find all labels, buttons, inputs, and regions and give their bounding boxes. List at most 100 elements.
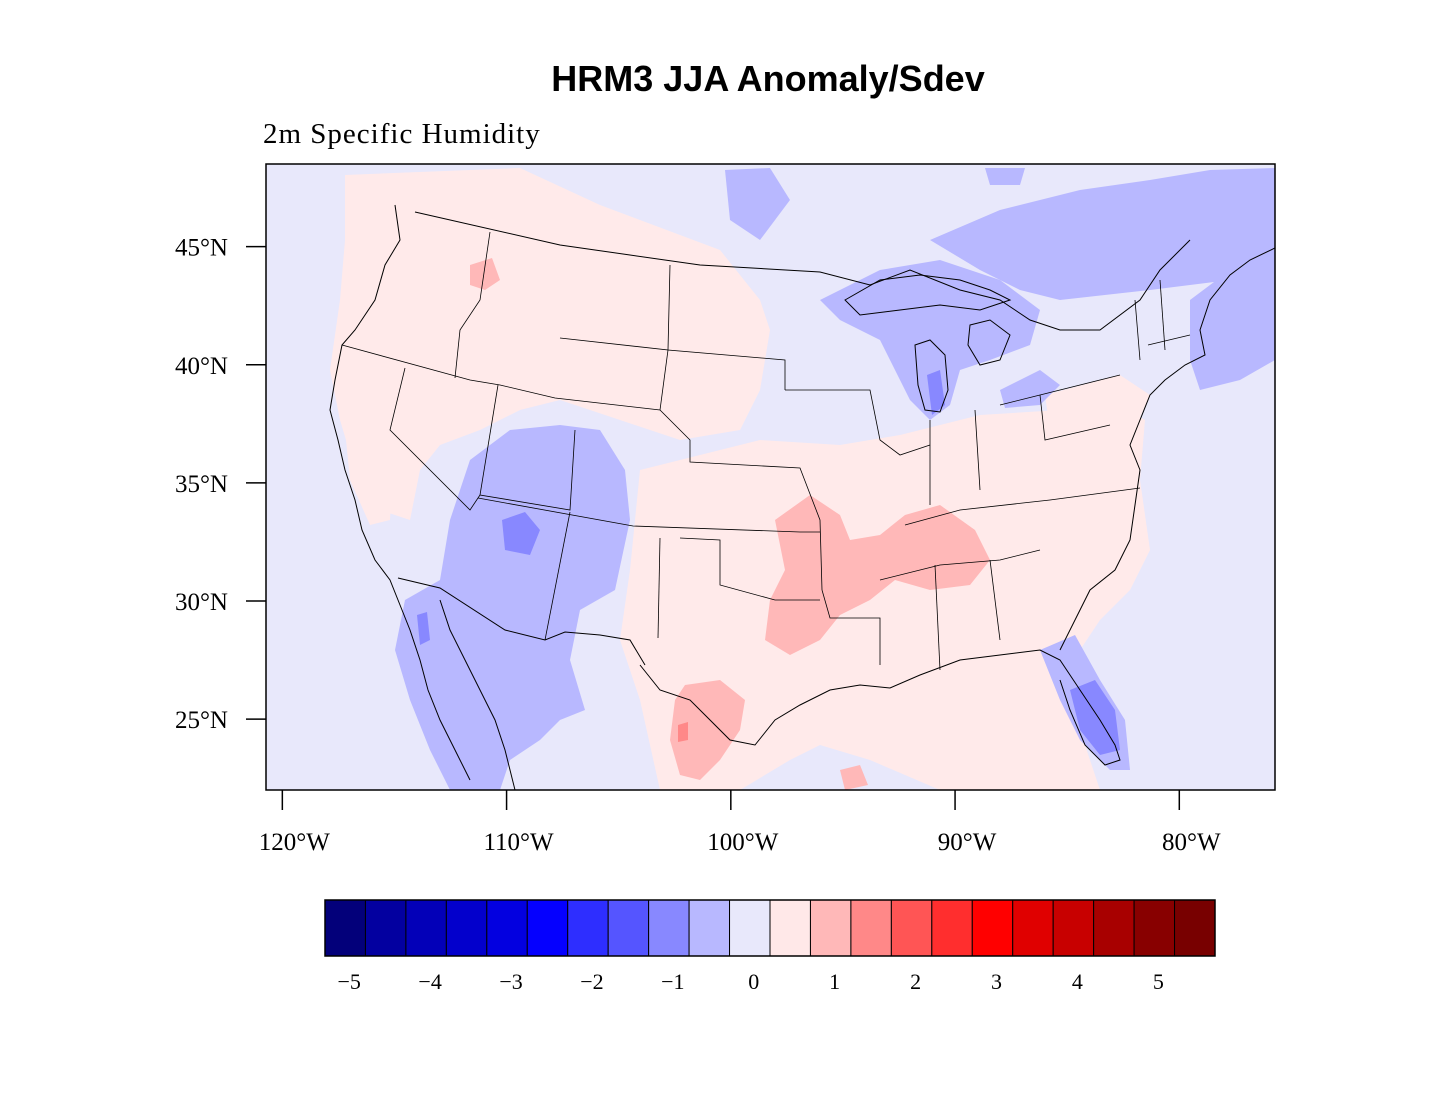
anomaly-region-blue-canada <box>930 168 1275 300</box>
west-coastline <box>329 204 471 781</box>
colorbar-swatch <box>607 899 650 957</box>
colorbar-label: −5 <box>338 969 361 994</box>
colorbar-swatch <box>486 899 528 957</box>
lat-tick-label: 40°N <box>175 353 228 380</box>
colorbar-label: −1 <box>661 969 684 994</box>
state-border-line <box>974 409 981 491</box>
lake-huron <box>967 319 1011 366</box>
anomaly-region-blue-lakeerie <box>1000 370 1060 408</box>
colorbar-swatch <box>648 899 690 957</box>
anomaly-region-medblue-florida <box>1070 680 1120 755</box>
colorbar-label: 2 <box>910 969 921 994</box>
anomaly-region-blue-southwest <box>395 425 630 790</box>
state-border-line <box>479 384 576 511</box>
colorbar-label: −4 <box>418 969 441 994</box>
state-border-line <box>341 344 823 591</box>
anomaly-region-medblue-michigan <box>927 370 945 415</box>
anomaly-region-medblue-baja <box>417 612 430 645</box>
state-border-line <box>1039 394 1111 441</box>
colorbar-frame <box>324 899 1216 957</box>
colorbar: −5 −4 −3 −2 −1 0 1 2 3 4 5 <box>324 899 1216 994</box>
colorbar-swatch <box>1093 899 1135 957</box>
anomaly-region-pink-south <box>620 400 1150 790</box>
anomaly-region-rose-southcentral <box>765 495 990 655</box>
state-border-line <box>904 487 1141 526</box>
lon-tick-label: 100°W <box>707 829 778 856</box>
state-border-line <box>879 549 1041 581</box>
anomaly-region-rose-gulf <box>840 765 868 790</box>
colorbar-swatch <box>364 899 407 957</box>
colorbar-swatch <box>890 899 933 957</box>
state-border-line <box>821 589 881 665</box>
state-border-line <box>785 389 931 456</box>
colorbar-swatch <box>1052 899 1095 957</box>
colorbar-label: 1 <box>829 969 840 994</box>
colorbar-swatch <box>769 899 811 957</box>
colorbar-label: 5 <box>1153 969 1164 994</box>
state-border-line <box>389 367 481 511</box>
colorbar-label: −2 <box>580 969 603 994</box>
colorbar-swatch <box>526 899 569 957</box>
state-borders <box>341 231 1191 671</box>
state-border-line <box>544 511 571 641</box>
lat-tick-label: 30°N <box>175 589 228 616</box>
anomaly-region-pink-california <box>345 380 395 525</box>
latitude-axis: 45°N 40°N 35°N 30°N 25°N <box>175 235 266 734</box>
colorbar-swatch <box>850 899 892 957</box>
variable-subtitle: 2m Specific Humidity <box>263 118 541 150</box>
colorbar-swatch <box>1174 899 1216 957</box>
lat-tick-label: 35°N <box>175 471 228 498</box>
state-border-line <box>989 559 1001 641</box>
lake-michigan <box>914 339 949 413</box>
colorbar-swatch <box>1133 899 1176 957</box>
state-border-line <box>477 497 820 533</box>
lon-tick-label: 80°W <box>1162 829 1221 856</box>
state-border-line <box>1147 334 1191 346</box>
state-border-line <box>667 264 786 390</box>
anomaly-region-pink-northwest <box>330 168 770 520</box>
state-border-line <box>1134 299 1141 361</box>
state-border-line <box>679 537 820 601</box>
east-coastline <box>1059 247 1275 651</box>
colorbar-swatch <box>405 899 447 957</box>
anomaly-region-rose-idaho <box>470 258 500 290</box>
colorbar-label: −3 <box>499 969 522 994</box>
colorbar-label: 0 <box>748 969 759 994</box>
lon-tick-label: 120°W <box>259 829 330 856</box>
anomaly-region-rosedark-texas <box>678 722 688 742</box>
colorbar-swatch <box>809 899 852 957</box>
anomaly-region-blue-topright <box>985 168 1025 185</box>
anomaly-region-blue-atlantic <box>1190 255 1275 390</box>
state-border-line <box>1159 279 1166 351</box>
anomaly-region-medblue-utah <box>502 512 540 555</box>
colorbar-swatch <box>729 899 771 957</box>
colorbar-swatch <box>931 899 973 957</box>
colorbar-swatch <box>324 899 366 957</box>
coastlines-and-borders <box>329 204 1275 790</box>
colorbar-label: 4 <box>1072 969 1083 994</box>
lat-tick-label: 25°N <box>175 707 228 734</box>
anomaly-region-blue-topleft <box>725 168 790 240</box>
colorbar-swatch <box>971 899 1014 957</box>
anomaly-region-pink-northeast <box>1045 375 1150 440</box>
colorbar-swatch <box>445 899 488 957</box>
longitude-axis: 120°W 110°W 100°W 90°W 80°W <box>259 790 1221 856</box>
us-mexico-border <box>397 577 646 666</box>
colorbar-swatch <box>1012 899 1054 957</box>
lon-tick-label: 90°W <box>938 829 997 856</box>
us-canada-border <box>414 211 1191 331</box>
anomaly-region-rose-texas <box>670 680 745 780</box>
state-border-line <box>454 231 491 379</box>
chart-title: HRM3 JJA Anomaly/Sdev <box>551 58 985 99</box>
colorbar-swatch <box>567 899 609 957</box>
lon-tick-label: 110°W <box>483 829 554 856</box>
lat-tick-label: 45°N <box>175 235 228 262</box>
map-frame <box>265 163 1276 791</box>
baja-inner-coast <box>439 599 516 790</box>
lake-superior <box>844 274 1012 316</box>
state-border-line <box>934 564 941 671</box>
colorbar-swatch <box>688 899 731 957</box>
colorbar-label: 3 <box>991 969 1002 994</box>
state-border-line <box>657 537 661 639</box>
